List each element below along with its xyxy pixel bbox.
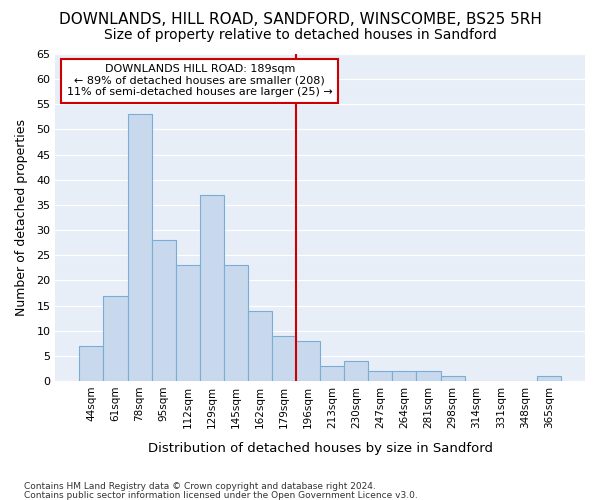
Bar bbox=[296, 341, 320, 381]
Bar bbox=[128, 114, 152, 381]
X-axis label: Distribution of detached houses by size in Sandford: Distribution of detached houses by size … bbox=[148, 442, 493, 455]
Bar bbox=[200, 195, 224, 381]
Bar bbox=[176, 266, 200, 381]
Text: DOWNLANDS HILL ROAD: 189sqm
← 89% of detached houses are smaller (208)
11% of se: DOWNLANDS HILL ROAD: 189sqm ← 89% of det… bbox=[67, 64, 332, 98]
Bar bbox=[344, 361, 368, 381]
Bar bbox=[272, 336, 296, 381]
Bar bbox=[320, 366, 344, 381]
Bar bbox=[392, 371, 416, 381]
Bar bbox=[368, 371, 392, 381]
Text: DOWNLANDS, HILL ROAD, SANDFORD, WINSCOMBE, BS25 5RH: DOWNLANDS, HILL ROAD, SANDFORD, WINSCOMB… bbox=[59, 12, 541, 28]
Bar bbox=[79, 346, 103, 381]
Text: Contains HM Land Registry data © Crown copyright and database right 2024.: Contains HM Land Registry data © Crown c… bbox=[24, 482, 376, 491]
Bar bbox=[103, 296, 128, 381]
Text: Contains public sector information licensed under the Open Government Licence v3: Contains public sector information licen… bbox=[24, 490, 418, 500]
Text: Size of property relative to detached houses in Sandford: Size of property relative to detached ho… bbox=[104, 28, 496, 42]
Bar bbox=[152, 240, 176, 381]
Bar bbox=[248, 310, 272, 381]
Bar bbox=[440, 376, 464, 381]
Bar bbox=[537, 376, 561, 381]
Bar bbox=[224, 266, 248, 381]
Y-axis label: Number of detached properties: Number of detached properties bbox=[15, 119, 28, 316]
Bar bbox=[416, 371, 440, 381]
